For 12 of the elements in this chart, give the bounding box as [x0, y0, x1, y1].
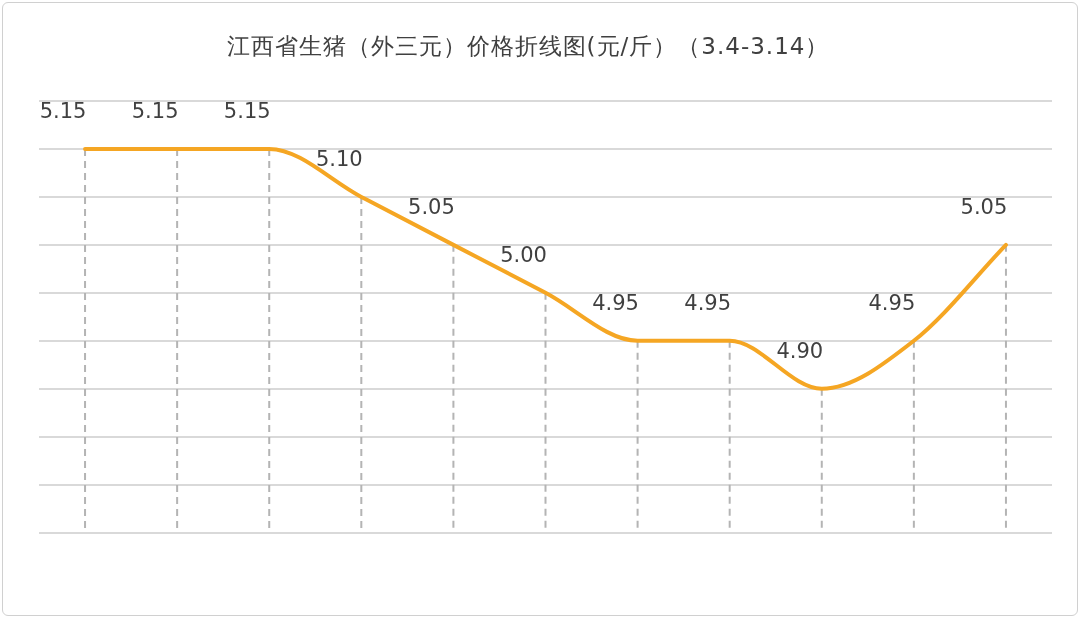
data-label: 4.95: [592, 290, 639, 315]
data-label: 5.00: [500, 242, 547, 267]
data-label: 5.15: [131, 98, 179, 123]
data-label: 5.05: [408, 194, 455, 219]
data-label: 5.10: [315, 146, 363, 171]
chart-title: 江西省生猪（外三元）价格折线图(元/斤）（3.4-3.14）: [225, 32, 831, 61]
data-label: 5.05: [960, 194, 1008, 219]
data-label: 4.90: [776, 338, 824, 363]
data-label: 4.95: [868, 290, 916, 315]
data-label: 5.15: [223, 98, 271, 123]
data-label: 4.95: [684, 290, 732, 315]
data-label: 5.15: [39, 98, 87, 123]
